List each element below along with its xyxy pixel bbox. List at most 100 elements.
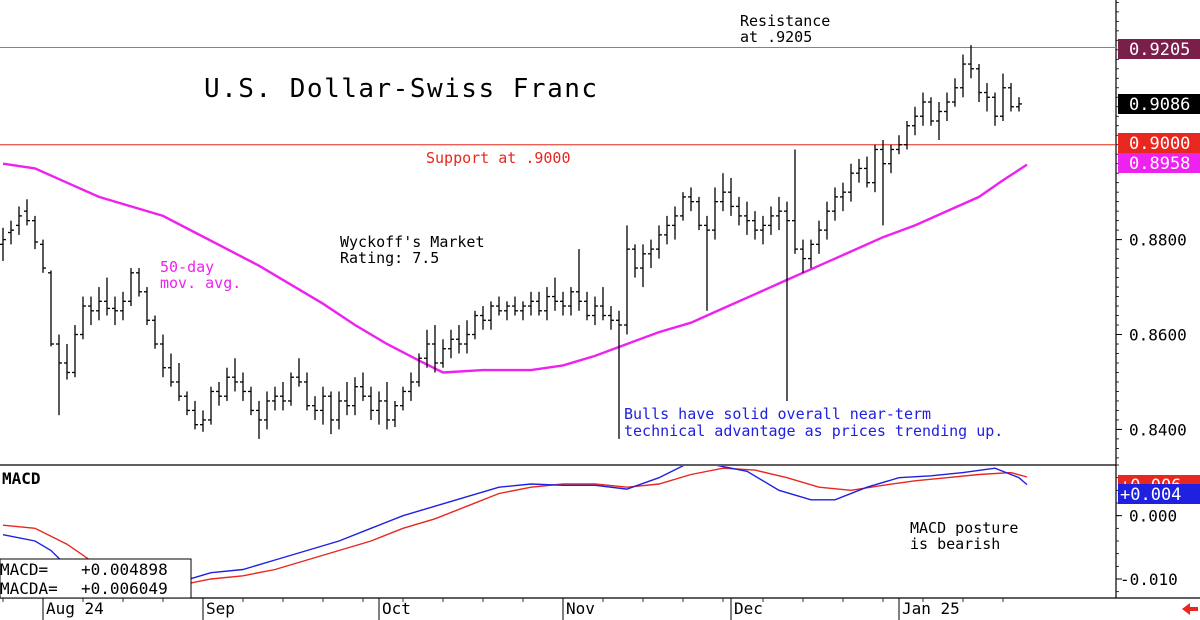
price-bar <box>464 320 470 354</box>
price-bar <box>256 400 262 439</box>
price-bar <box>560 291 566 316</box>
price-bar <box>232 358 238 392</box>
price-annotations: Resistance at .9205 Support at .9000 Wyckof… <box>160 12 1003 440</box>
price-bar <box>400 386 406 411</box>
price-level-tag <box>1118 133 1200 153</box>
price-level-tag-label: 0.8958 <box>1129 154 1190 174</box>
price-bar <box>64 344 70 380</box>
price-bar <box>128 268 134 307</box>
price-bar <box>968 45 974 79</box>
price-bar <box>624 225 630 335</box>
price-bar <box>344 381 350 416</box>
macd-tick-label: -0.010 <box>1120 570 1178 589</box>
price-bar <box>976 64 982 103</box>
price-level-tag-label: 0.9086 <box>1129 95 1190 115</box>
price-bar <box>936 102 942 140</box>
price-bar <box>40 239 46 273</box>
price-tick-label: 0.8400 <box>1129 420 1187 439</box>
price-bar <box>160 334 166 378</box>
wyckoff-rating-annotation: Wyckoff's Market Rating: 7.5 <box>340 233 485 267</box>
price-bar <box>280 381 286 411</box>
price-bar <box>448 329 454 359</box>
price-bar <box>376 391 382 425</box>
price-level-lines <box>0 46 1116 146</box>
price-bar <box>472 310 478 340</box>
price-bar <box>168 353 174 387</box>
price-bar <box>592 296 598 326</box>
x-tick-label: Aug 24 <box>46 599 104 618</box>
price-bar <box>1016 97 1022 112</box>
price-bar <box>440 339 446 368</box>
price-bar <box>656 225 662 259</box>
price-bar <box>960 54 966 98</box>
price-bar <box>672 206 678 240</box>
price-level-tag <box>1118 94 1200 114</box>
price-bar <box>824 201 830 240</box>
resistance-annotation: Resistance at .9205 <box>740 12 830 46</box>
price-level-tag-label: 0.9205 <box>1129 40 1190 60</box>
price-bar <box>456 325 462 354</box>
macd-annotation: MACD posture is bearish <box>910 519 1018 553</box>
price-bar <box>384 381 390 430</box>
price-bar <box>744 201 750 235</box>
price-bar <box>408 372 414 401</box>
price-bar <box>808 239 814 269</box>
price-bar <box>768 206 774 235</box>
price-tick-label: 0.8600 <box>1129 326 1187 345</box>
price-bar <box>24 199 30 226</box>
scroll-left-arrow-icon[interactable] <box>1182 603 1198 615</box>
price-bar <box>32 215 38 250</box>
price-bar <box>752 211 758 240</box>
price-bar <box>736 196 742 226</box>
macd-tick-label: 0.000 <box>1129 507 1177 526</box>
price-bar <box>392 400 398 428</box>
price-bar <box>544 287 550 321</box>
macd-axis-ticks: 0.000 -0.010 <box>1116 464 1178 593</box>
price-bar <box>320 386 326 425</box>
price-bar <box>536 291 542 316</box>
price-bar <box>712 187 718 240</box>
x-axis: Aug 24 Sep Oct Nov Dec Jan 25 <box>2 598 1004 620</box>
price-bar <box>80 296 86 340</box>
price-axis-ticks: 0.8800 0.8600 0.8400 <box>1116 1 1187 459</box>
price-bar <box>792 149 798 254</box>
macd-title: MACD <box>2 469 41 488</box>
price-bar <box>728 177 734 216</box>
macd-readout-value: +0.004898 <box>81 560 168 579</box>
price-bar <box>488 301 494 330</box>
price-bar <box>416 353 422 387</box>
price-bar <box>216 381 222 406</box>
price-bar <box>888 144 894 174</box>
price-bar <box>688 187 694 212</box>
price-bar <box>192 400 198 430</box>
price-panel: U.S. Dollar-Swiss Franc Resistance at .92… <box>0 1 1200 459</box>
bulls-annotation: Bulls have solid overall near-term techni… <box>624 405 1003 440</box>
price-bar <box>720 173 726 212</box>
price-bar <box>600 287 606 321</box>
price-bar <box>520 301 526 321</box>
price-bar <box>632 244 638 278</box>
price-bar <box>96 287 102 321</box>
x-tick-label: Sep <box>206 599 235 618</box>
price-bar <box>328 391 334 435</box>
price-bar <box>120 291 126 321</box>
price-bar <box>424 329 430 368</box>
macd-level-tag-label: +0.004 <box>1120 485 1181 505</box>
price-bar <box>648 239 654 269</box>
macd-readout-label: MACD= <box>0 560 48 579</box>
price-bar <box>176 362 182 401</box>
price-bar <box>272 386 278 411</box>
macd-readout-label: MACDA= <box>0 579 58 598</box>
price-bar <box>144 287 150 326</box>
price-bar <box>832 187 838 221</box>
price-bar <box>840 182 846 212</box>
price-bar <box>264 391 270 430</box>
macd-level-tag <box>1118 484 1200 504</box>
price-bar <box>984 83 990 112</box>
macd-posture-annotation: MACD posture is bearish <box>910 519 1018 553</box>
price-bar <box>240 372 246 401</box>
price-bar <box>920 92 926 126</box>
moving-average-label: 50-day mov. avg. <box>160 258 241 292</box>
macd-readout-value: +0.006049 <box>81 579 168 598</box>
price-bar <box>512 296 518 316</box>
